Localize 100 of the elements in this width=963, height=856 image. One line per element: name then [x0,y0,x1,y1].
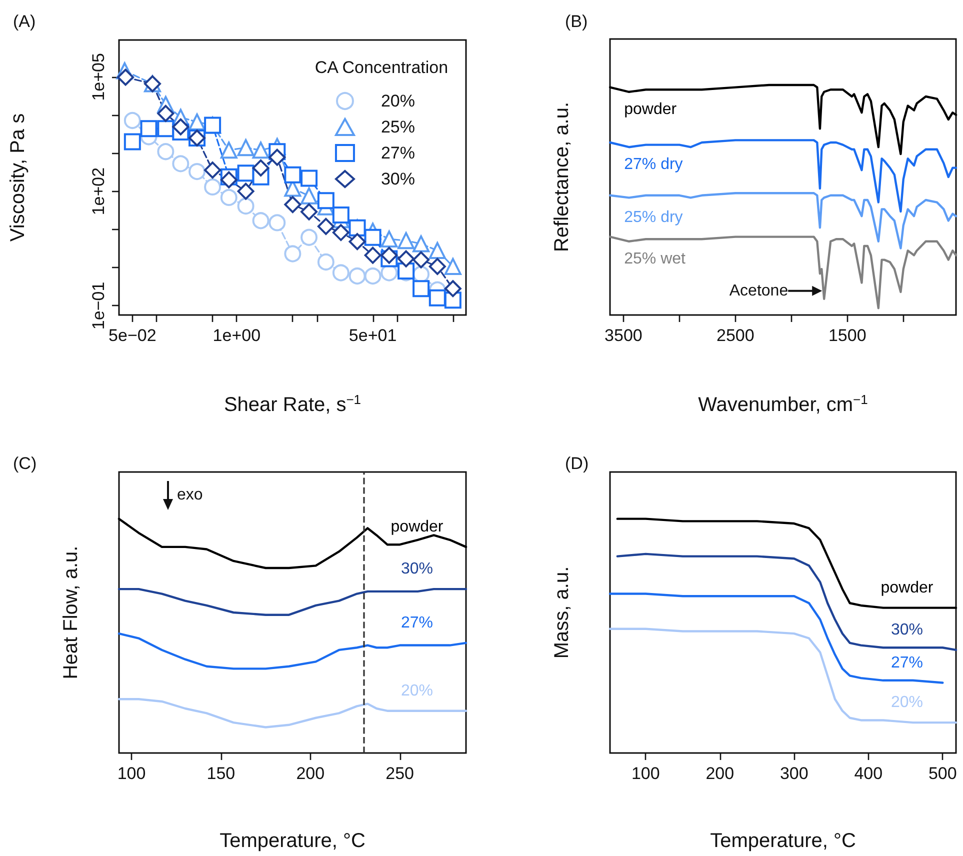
point [332,264,350,282]
point [428,258,446,275]
annotation: Acetone [729,282,788,300]
series-label: powder [624,100,678,118]
x-tick-label: 200 [296,764,325,783]
point [220,188,238,206]
y-axis-title: Viscosity, Pa s [7,113,29,242]
x-tick-label: 3500 [604,326,642,345]
point [332,224,350,242]
point [188,163,206,180]
series-label: powder [390,518,444,536]
point [300,228,318,246]
point [300,170,318,187]
point [332,206,350,224]
point [204,162,222,179]
point [268,148,286,166]
point [284,166,302,184]
point [172,155,190,172]
point [428,242,446,260]
x-tick-label: 300 [780,764,808,783]
series-label: 20% [890,694,924,712]
point [412,235,430,252]
point [124,133,141,150]
x-axis-title: Temperature, °C [710,830,856,852]
point [444,280,462,298]
point [348,268,366,285]
point [398,250,415,268]
x-tick-label: 5e−02 [108,326,156,345]
x-tick-label: 100 [117,764,146,783]
point [380,246,398,264]
y-axis-title: Heat Flow, a.u. [60,546,82,680]
point [157,104,174,122]
x-axis-title: Temperature, °C [220,830,366,852]
point [412,280,430,298]
series-label: 25% dry [624,208,683,226]
x-tick-label: 5e+01 [348,326,397,345]
point [398,232,415,250]
point [348,233,366,250]
chart-title: (A) [13,12,36,31]
series-label: 27% [400,614,434,632]
point [268,214,286,232]
series-label: 25% wet [624,250,686,268]
point [364,268,382,285]
chart-title: (D) [565,454,589,473]
point [364,246,382,264]
point [444,258,462,275]
chart-title: (C) [13,454,37,473]
legend-label: 25% [380,118,416,136]
x-tick-label: 200 [706,764,734,783]
series-label: 30% [890,621,924,638]
y-axis-title: Mass, a.u. [551,566,573,659]
point [300,187,318,204]
point [300,203,318,220]
point [188,113,206,130]
point [237,182,254,200]
legend-label: 30% [380,170,416,188]
y-tick-label: 1e−01 [89,282,108,330]
point [284,245,302,262]
y-axis-title: Reflectance, a.u. [551,102,573,252]
point [412,251,430,268]
point [252,159,270,176]
x-tick-label: 1500 [828,326,866,345]
series-label: 27% [890,654,924,672]
x-tick-label: 500 [928,764,957,783]
point [237,139,254,156]
point [317,218,334,235]
x-tick-label: 1e+00 [212,326,261,345]
x-tick-label: 150 [206,764,236,783]
x-tick-label: 250 [386,764,414,783]
x-tick-label: 400 [854,764,883,783]
point [204,178,222,196]
series-label: 20% [400,682,434,700]
y-tick-label: 1e+02 [89,167,108,216]
point [237,198,254,215]
point [428,289,446,306]
point [252,142,270,159]
x-tick-label: 2500 [716,326,754,345]
series-label: 30% [400,560,434,578]
point [380,230,398,248]
point [237,164,254,182]
point [157,143,174,160]
series-label: 27% dry [624,156,683,173]
point [364,228,382,246]
point [124,112,141,129]
point [252,212,270,230]
series-label: powder [880,579,934,596]
x-tick-label: 100 [631,764,660,783]
point [317,253,334,270]
point [284,196,302,214]
legend-label: 20% [380,92,416,110]
point [172,118,190,136]
legend-label: 27% [380,144,416,162]
point [157,120,174,138]
y-tick-label: 1e+05 [89,53,108,101]
legend-title: CA Concentration [314,58,448,77]
text: exo [177,486,203,504]
point [220,142,238,159]
point [317,192,334,210]
chart-title: (B) [565,12,588,31]
point [140,120,158,138]
